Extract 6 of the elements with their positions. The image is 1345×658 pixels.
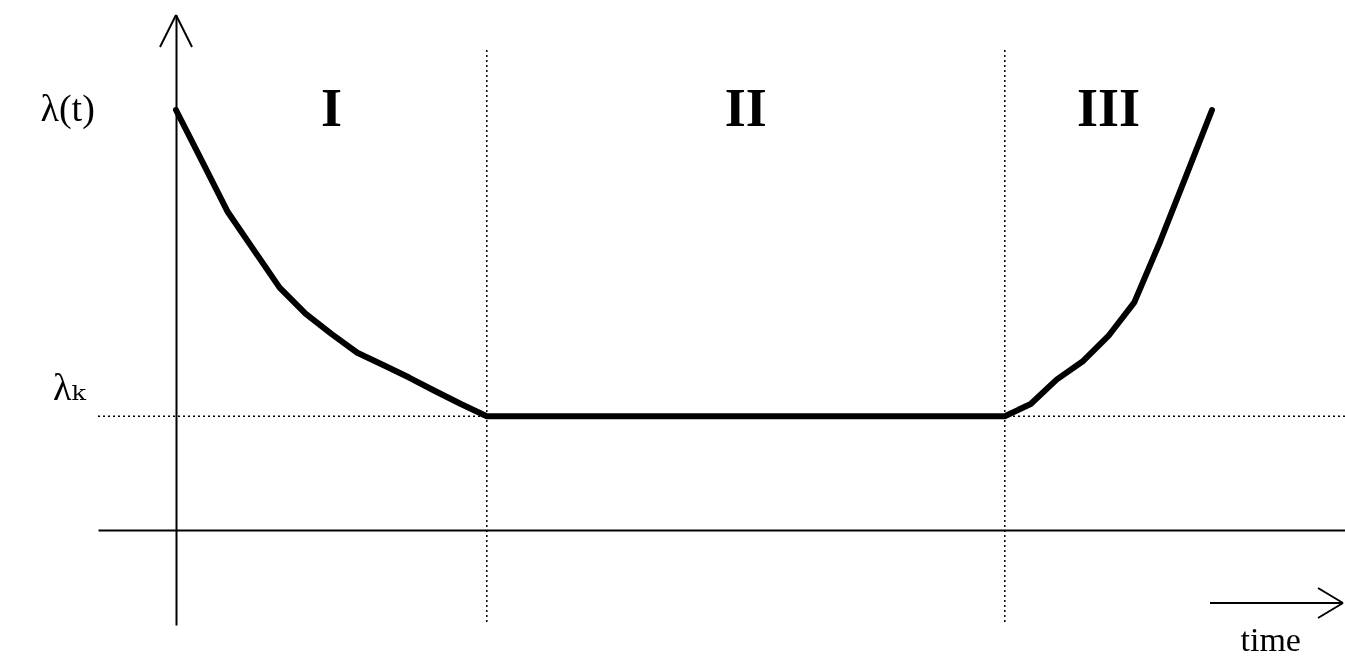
x-axis-title: time bbox=[1240, 620, 1301, 658]
annotation: I bbox=[320, 78, 342, 138]
ref-line-label: λₖ bbox=[53, 366, 87, 409]
annotation: II bbox=[724, 78, 767, 138]
y-axis-title: λ(t) bbox=[40, 86, 95, 130]
annotation: III bbox=[1076, 78, 1140, 138]
